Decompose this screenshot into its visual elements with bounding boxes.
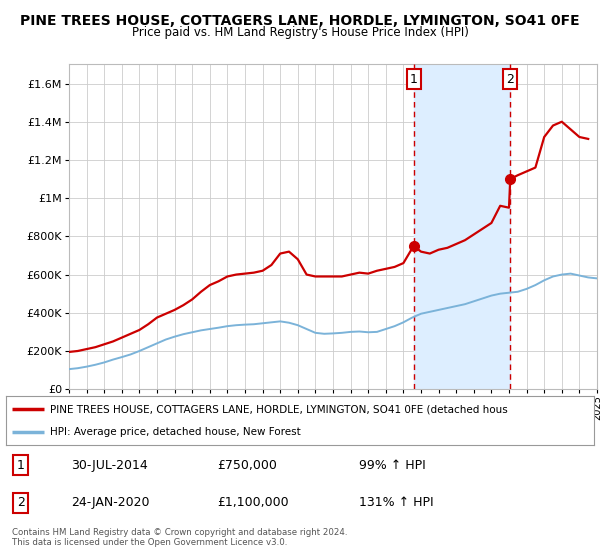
- Text: PINE TREES HOUSE, COTTAGERS LANE, HORDLE, LYMINGTON, SO41 0FE: PINE TREES HOUSE, COTTAGERS LANE, HORDLE…: [20, 14, 580, 28]
- Text: HPI: Average price, detached house, New Forest: HPI: Average price, detached house, New …: [50, 427, 301, 437]
- Text: Price paid vs. HM Land Registry's House Price Index (HPI): Price paid vs. HM Land Registry's House …: [131, 26, 469, 39]
- Text: £1,100,000: £1,100,000: [218, 497, 289, 510]
- Text: 2: 2: [506, 72, 514, 86]
- Text: PINE TREES HOUSE, COTTAGERS LANE, HORDLE, LYMINGTON, SO41 0FE (detached hous: PINE TREES HOUSE, COTTAGERS LANE, HORDLE…: [50, 404, 508, 414]
- Text: 30-JUL-2014: 30-JUL-2014: [71, 459, 148, 472]
- Text: Contains HM Land Registry data © Crown copyright and database right 2024.
This d: Contains HM Land Registry data © Crown c…: [12, 528, 347, 547]
- Text: 1: 1: [17, 459, 25, 472]
- Text: 24-JAN-2020: 24-JAN-2020: [71, 497, 149, 510]
- Text: 99% ↑ HPI: 99% ↑ HPI: [359, 459, 425, 472]
- Bar: [413, 64, 510, 389]
- Text: £750,000: £750,000: [218, 459, 278, 472]
- Text: 131% ↑ HPI: 131% ↑ HPI: [359, 497, 433, 510]
- Text: 2: 2: [17, 497, 25, 510]
- Text: 1: 1: [410, 72, 418, 86]
